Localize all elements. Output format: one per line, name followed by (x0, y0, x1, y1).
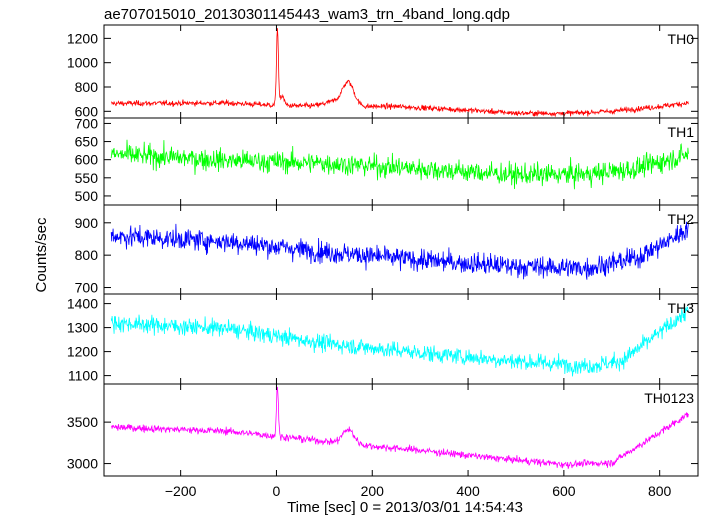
x-tick-label: 800 (648, 483, 672, 499)
y-tick-label: 600 (75, 103, 99, 119)
panel-th0123: 3000 3500 TH0123 (67, 383, 699, 477)
panel-frame (103, 117, 699, 206)
panel-frame (103, 204, 699, 295)
y-tick-label: 3000 (67, 456, 98, 472)
page-title: ae707015010_20130301145443_wam3_trn_4ban… (104, 6, 510, 23)
panel-th3: 1100 1200 1300 1400 TH3 (67, 293, 699, 385)
series-label-th2: TH2 (668, 211, 695, 227)
y-tick-label: 1000 (67, 55, 98, 71)
x-tick-label: −200 (165, 483, 197, 499)
y-tick-label: 900 (75, 215, 99, 231)
series-line-th0 (110, 28, 689, 118)
panel-frame (103, 383, 699, 477)
panel-frame (103, 293, 699, 385)
x-tick-label: 400 (456, 483, 480, 499)
series-label-th3: TH3 (668, 300, 695, 316)
y-tick-label: 1200 (67, 344, 98, 360)
series-label-th1: TH1 (668, 124, 695, 140)
series-line-th0123 (110, 386, 689, 469)
series-line-th2 (110, 221, 689, 280)
y-tick-label: 600 (75, 152, 99, 168)
y-tick-label: 3500 (67, 414, 98, 430)
panel-th0: 600 800 1000 1200 TH0 (67, 24, 699, 119)
series-label-th0: TH0 (668, 31, 695, 47)
y-tick-label: 800 (75, 79, 99, 95)
y-tick-label: 800 (75, 247, 99, 263)
y-tick-label: 700 (75, 115, 99, 131)
y-axis-label: Counts/sec (33, 217, 50, 293)
series-line-th1 (110, 139, 689, 190)
panel-th1: 500 550 600 650 700 TH1 (75, 115, 699, 206)
x-tick-label: 200 (361, 483, 385, 499)
y-tick-label: 1300 (67, 320, 98, 336)
y-tick-label: 1100 (68, 368, 98, 384)
series-label-th0123: TH0123 (644, 390, 694, 406)
x-axis-label: Time [sec] 0 = 2013/03/01 14:54:43 (287, 499, 523, 516)
y-tick-label: 700 (75, 280, 99, 296)
panels: 600 800 1000 1200 TH0 500 550 600 650 700 TH1 700 80… (67, 24, 699, 477)
series-line-th3 (110, 306, 689, 377)
y-tick-label: 1400 (67, 296, 98, 312)
y-tick-label: 1200 (67, 30, 98, 46)
panel-th2: 700 800 900 TH2 (75, 204, 699, 296)
x-axis: −200 0 200 400 600 800 (165, 483, 672, 499)
y-tick-label: 650 (75, 134, 99, 150)
x-tick-label: 600 (552, 483, 576, 499)
y-tick-label: 500 (75, 188, 99, 204)
x-tick-label: 0 (273, 483, 281, 499)
panel-frame (103, 24, 699, 119)
y-tick-label: 550 (75, 170, 99, 186)
